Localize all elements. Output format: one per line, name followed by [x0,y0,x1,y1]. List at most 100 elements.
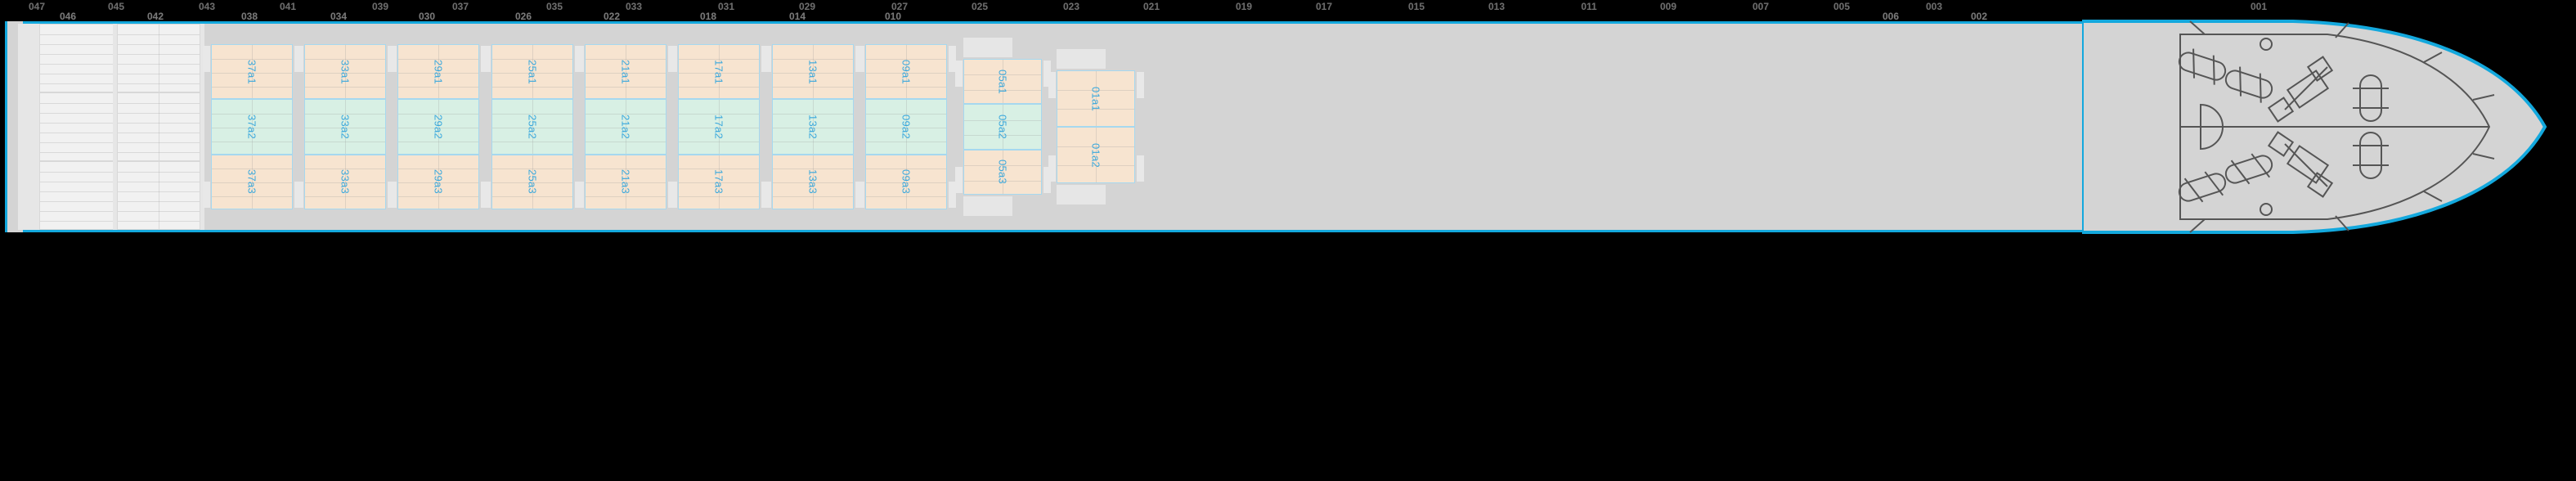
tier-21a3[interactable]: 21a3 [585,154,666,209]
tier-37a2[interactable]: 37a2 [211,99,293,155]
tier-label-21a1: 21a1 [619,59,632,84]
tier-01a1[interactable]: 01a1 [1057,70,1135,127]
bay-18[interactable]: 17a1 17a2 17a3 [678,44,760,209]
tier-13a1[interactable]: 13a1 [772,44,854,100]
tier-09a1[interactable]: 09a1 [865,44,947,100]
hatch-stopper-bay-06-0 [955,61,963,87]
tier-25a1[interactable]: 25a1 [491,44,573,100]
tier-label-17a1: 17a1 [712,59,725,84]
bay-number-025: 025 [971,1,989,12]
bay-number-042: 042 [146,11,164,22]
tier-37a1[interactable]: 37a1 [211,44,293,100]
bay-06[interactable]: 05a1 05a2 05a3 [963,59,1042,195]
tier-09a3[interactable]: 09a3 [865,154,947,209]
bay-26[interactable]: 25a1 25a2 25a3 [491,44,573,209]
slot-divider [118,103,200,104]
mast-port [2260,38,2273,51]
bay-30[interactable]: 29a1 29a2 29a3 [397,44,479,209]
slot-divider [866,196,946,198]
tier-13a3[interactable]: 13a3 [772,154,854,209]
bay-number-033: 033 [625,1,643,12]
bay-14[interactable]: 13a1 13a2 13a3 [772,44,854,209]
bay-22[interactable]: 21a1 21a2 21a3 [585,44,666,209]
slot-divider [212,182,292,184]
centerline-divider [532,155,533,209]
bollard-stbd [2353,132,2389,179]
tier-05a1[interactable]: 05a1 [963,59,1042,105]
tier-13a2[interactable]: 13a2 [772,99,854,155]
tier-29a3[interactable]: 29a3 [397,154,479,209]
tier-42p2[interactable] [117,92,200,161]
slot-divider [305,196,385,198]
tier-29a1[interactable]: 29a1 [397,44,479,100]
bay-number-002: 002 [1970,11,1988,22]
tier-05a2[interactable]: 05a2 [963,104,1042,150]
tier-01a2[interactable]: 01a2 [1057,127,1135,183]
tier-17a2[interactable]: 17a2 [678,99,760,155]
slot-divider [586,114,666,115]
slot-divider [118,64,200,65]
centerline-divider [719,45,720,99]
slot-divider [398,182,478,184]
bay-number-027: 027 [891,1,909,12]
tier-33a1[interactable]: 33a1 [304,44,386,100]
centerline-divider [813,155,814,209]
bay-number-005: 005 [1833,1,1851,12]
tier-label-37a2: 37a2 [245,114,258,140]
centerline-divider [813,45,814,99]
tier-37a3[interactable]: 37a3 [211,154,293,209]
bay-number-006: 006 [1882,11,1900,22]
forepeak-hatch [2200,103,2224,151]
bay-number-030: 030 [418,11,436,22]
tier-33a2[interactable]: 33a2 [304,99,386,155]
slot-divider [866,114,946,115]
slot-divider [212,72,292,74]
slot-divider [586,58,666,60]
slot-divider [118,44,200,45]
slot-divider [1057,146,1134,147]
bay-number-019: 019 [1235,1,1253,12]
tier-17a3[interactable]: 17a3 [678,154,760,209]
centerline-divider [906,100,907,154]
tier-label-33a2: 33a2 [339,114,352,140]
fairlead-marks [2189,20,2495,233]
tier-21a2[interactable]: 21a2 [585,99,666,155]
tier-17a1[interactable]: 17a1 [678,44,760,100]
slot-divider [586,72,666,74]
bay-34[interactable]: 33a1 33a2 33a3 [304,44,386,209]
hatch-stopper-bay-34-0 [296,46,303,72]
centerline-divider [252,45,253,99]
slot-divider [773,86,853,88]
slot-divider [586,196,666,198]
hatch-stopper-bay-02-2 [1048,155,1056,182]
bay-02[interactable]: 01a1 01a2 [1057,70,1135,183]
hatch-stopper-bay-06-2 [955,167,963,193]
tier-29a2[interactable]: 29a2 [397,99,479,155]
bay-10[interactable]: 09a1 09a2 09a3 [865,44,947,209]
tier-21a1[interactable]: 21a1 [585,44,666,100]
centerline-divider [719,100,720,154]
tier-label-01a2: 01a2 [1089,142,1102,168]
centerline-divider [438,155,439,209]
tier-42p1[interactable] [117,24,200,92]
slot-divider [964,165,1041,167]
tier-09a2[interactable]: 09a2 [865,99,947,155]
tier-42p3[interactable] [117,161,200,230]
hatch-stopper-bay-06-1 [1043,61,1051,87]
tier-25a2[interactable]: 25a2 [491,99,573,155]
tier-33a3[interactable]: 33a3 [304,154,386,209]
bay-42[interactable] [117,24,200,230]
slot-divider [118,83,200,84]
bay-number-010: 010 [884,11,902,22]
bay-number-ruler: 047 045 043 041 039 037 035 033 031 029 027 025 023 0… [0,0,2576,25]
tier-25a3[interactable]: 25a3 [491,154,573,209]
bay-38[interactable]: 37a1 37a2 37a3 [211,44,293,209]
hatch-stopper-bay-22-0 [577,46,584,72]
slot-divider [586,86,666,88]
slot-divider [586,182,666,184]
bow-section [2082,20,2573,234]
tier-label-13a1: 13a1 [806,59,819,84]
mooring-winch-stbd-outer [2178,171,2227,203]
tier-05a3[interactable]: 05a3 [963,149,1042,195]
